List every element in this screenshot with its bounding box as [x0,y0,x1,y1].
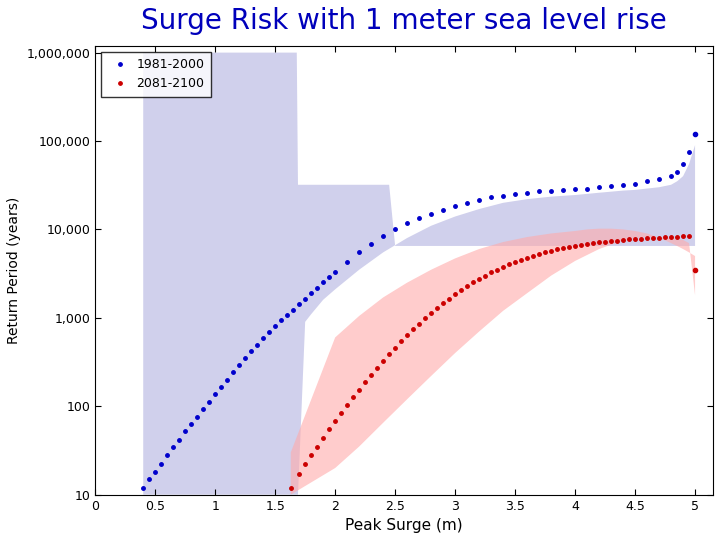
Polygon shape [143,52,695,495]
X-axis label: Peak Surge (m): Peak Surge (m) [346,518,463,533]
Polygon shape [291,228,695,495]
Title: Surge Risk with 1 meter sea level rise: Surge Risk with 1 meter sea level rise [141,7,667,35]
Legend: 1981-2000, 2081-2100: 1981-2000, 2081-2100 [102,52,211,97]
Y-axis label: Return Period (years): Return Period (years) [7,197,21,344]
